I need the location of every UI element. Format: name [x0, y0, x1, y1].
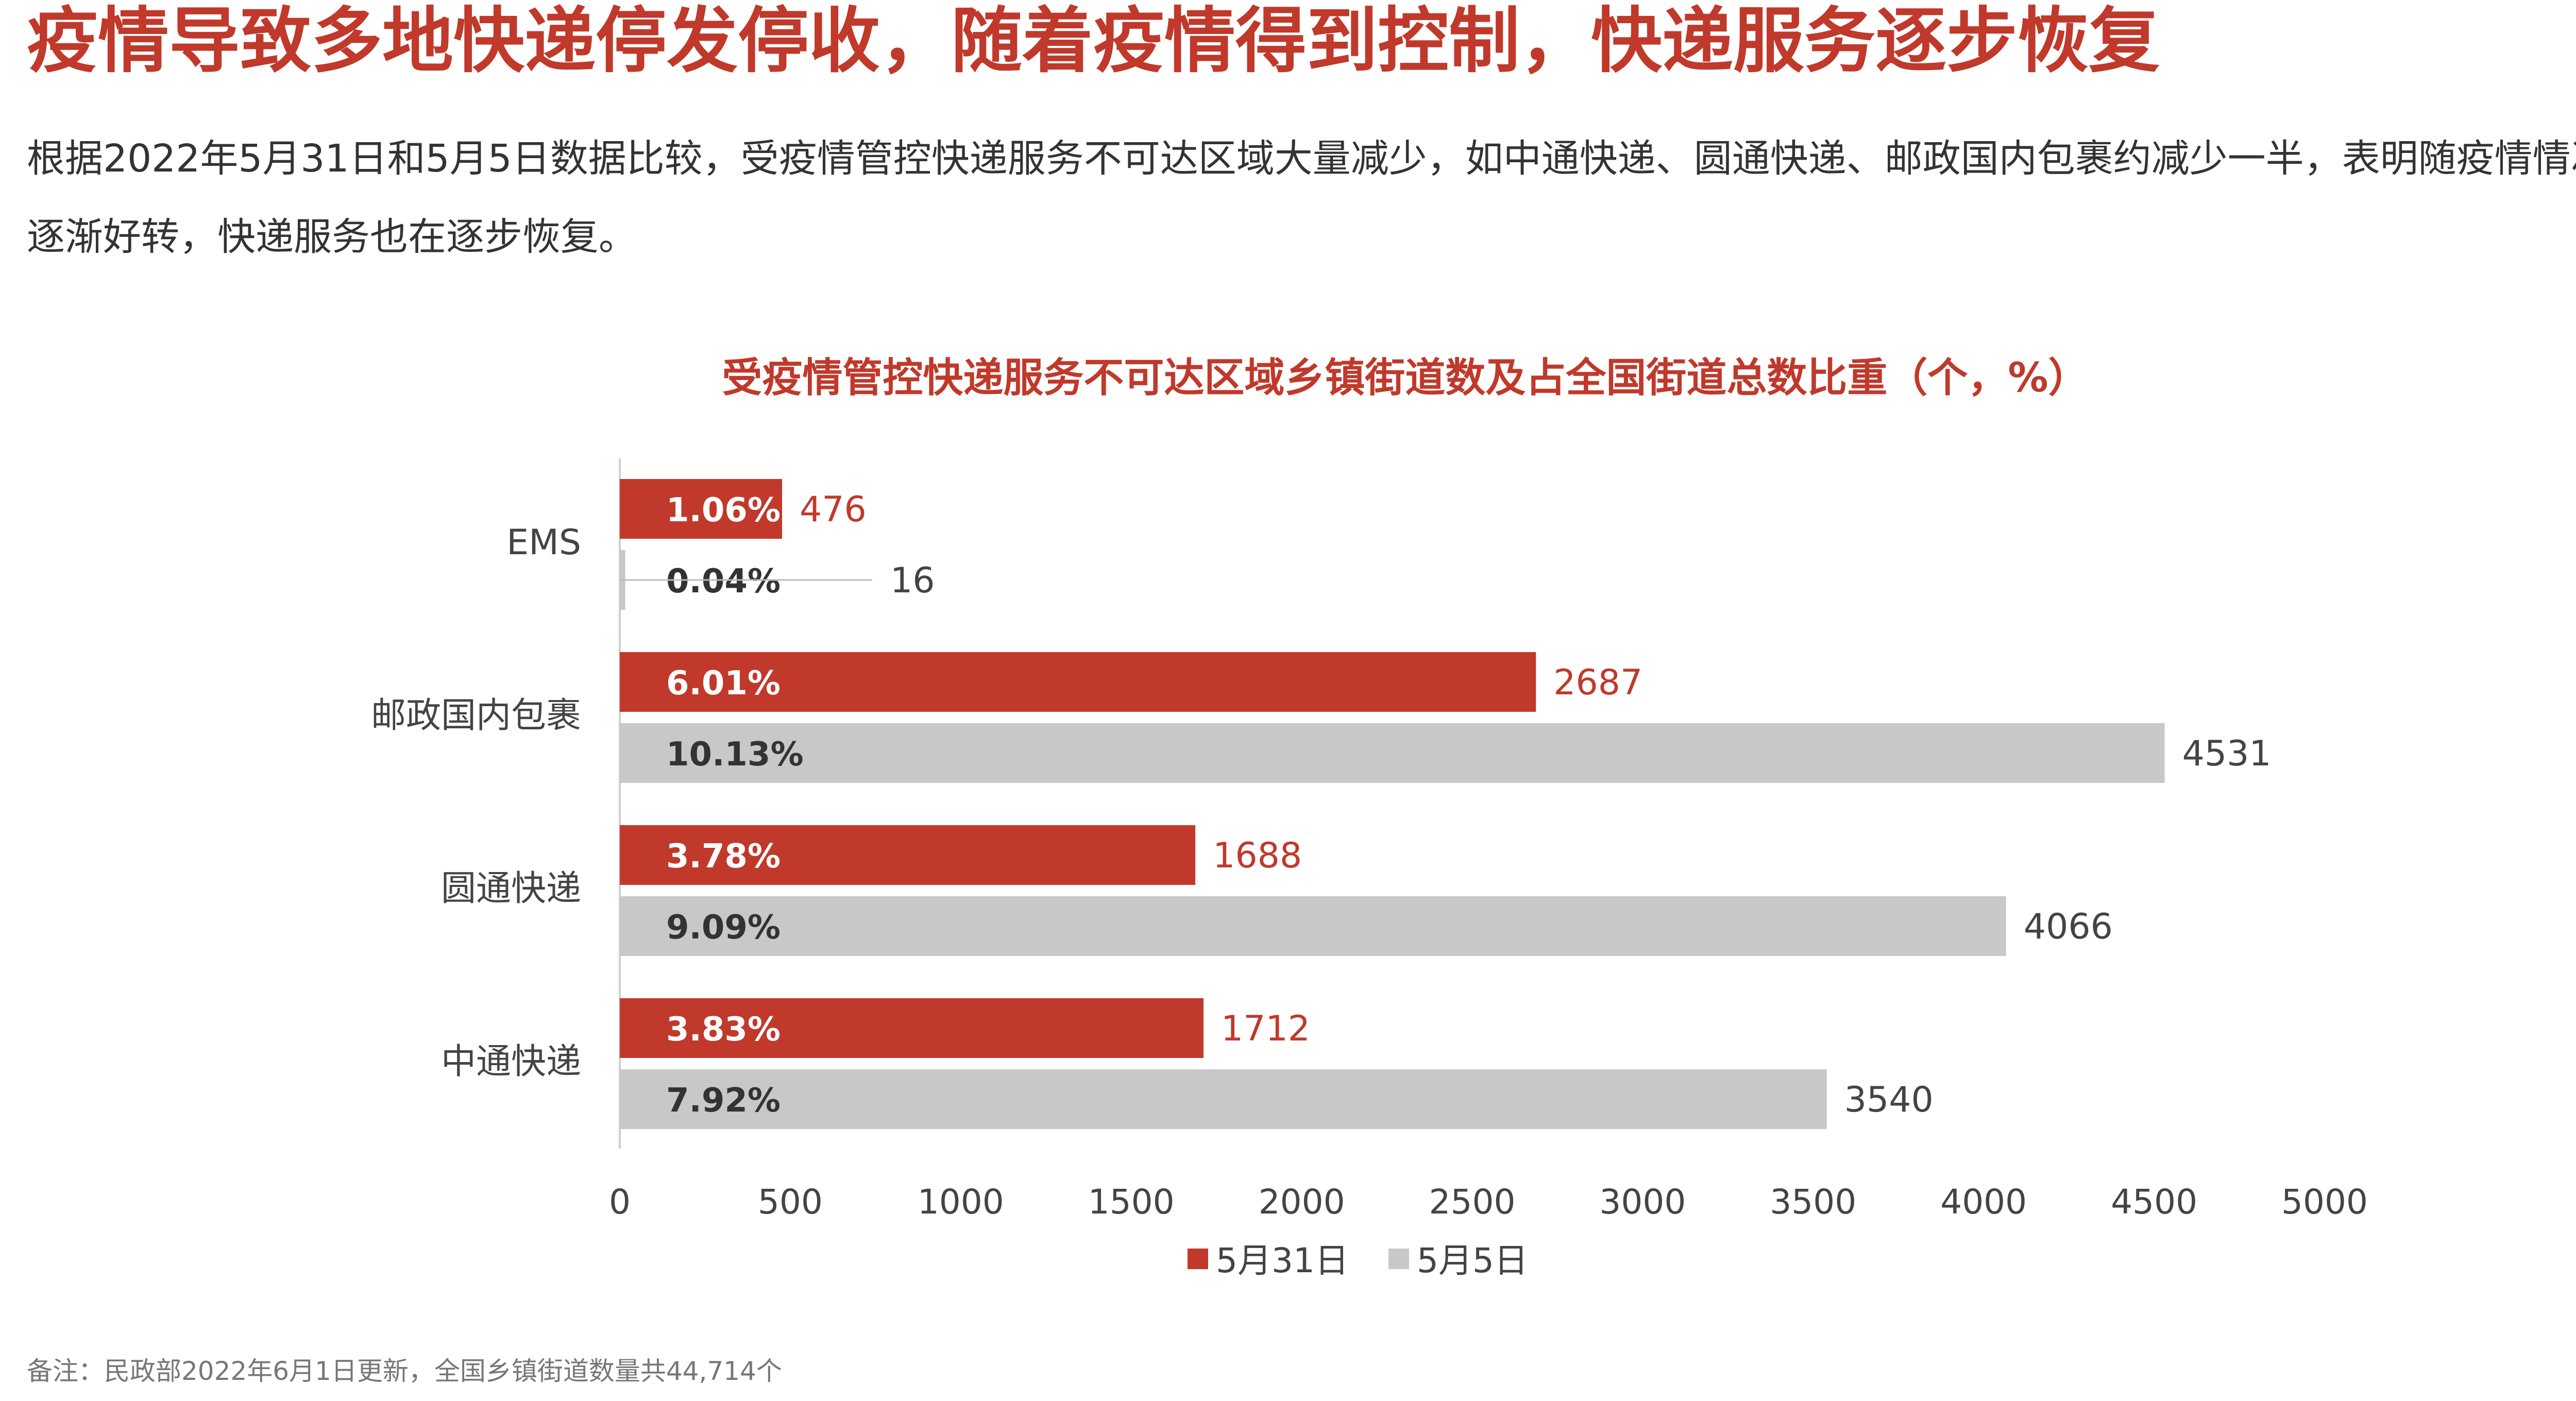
bar [620, 998, 1204, 1058]
legend-label: 5月5日 [1417, 1241, 1528, 1280]
x-tick-label: 1000 [918, 1182, 1004, 1222]
bar-percent-label: 6.01% [666, 664, 781, 703]
page-headline: 疫情导致多地快递停发停收，随着疫情得到控制，快递服务逐步恢复 [27, 0, 2160, 82]
legend-swatch [1388, 1249, 1409, 1269]
bar-percent-label: 3.78% [666, 838, 781, 876]
x-tick-label: 0 [609, 1182, 631, 1222]
bar-value-label: 3540 [1844, 1080, 1934, 1120]
bar-value-label: 1688 [1213, 835, 1302, 876]
x-tick-label: 3500 [1770, 1182, 1856, 1222]
bar [620, 723, 2165, 783]
x-tick-label: 2500 [1429, 1182, 1516, 1222]
x-tick-label: 500 [758, 1182, 823, 1222]
bar-value-label: 2687 [1553, 662, 1642, 703]
x-tick-label: 4500 [2111, 1182, 2197, 1222]
bar [620, 1069, 1827, 1129]
x-tick-label: 4000 [1940, 1182, 2027, 1222]
bar-percent-label: 10.13% [666, 736, 804, 774]
category-label: EMS [506, 522, 581, 563]
bar-value-label: 4531 [2182, 733, 2272, 774]
bar-value-label: 1712 [1221, 1009, 1310, 1049]
bar-percent-label: 3.83% [666, 1011, 781, 1049]
bar-chart: 受疫情管控快递服务不可达区域乡镇街道数及占全国街道总数比重（个，%） EMS 1.0… [371, 355, 2368, 1280]
bar [620, 825, 1196, 885]
x-tick-label: 2000 [1259, 1182, 1345, 1222]
bar [620, 896, 2006, 956]
bar [620, 652, 1536, 712]
bar-percent-label: 0.04% [666, 562, 781, 601]
chart-title: 受疫情管控快递服务不可达区域乡镇街道数及占全国街道总数比重（个，%） [722, 355, 2088, 401]
bar [620, 479, 783, 539]
x-tick-label: 3000 [1599, 1182, 1686, 1222]
bar-percent-label: 9.09% [666, 909, 781, 947]
footnote: 备注：民政部2022年6月1日更新，全国乡镇街道数量共44,714个 [27, 1356, 782, 1386]
bar-value-label: 4066 [2024, 907, 2113, 947]
bar-value-label: 476 [800, 489, 867, 530]
bar-percent-label: 7.92% [666, 1082, 781, 1120]
category-label: 圆通快递 [441, 868, 581, 909]
x-tick-label: 1500 [1088, 1182, 1175, 1222]
bar-percent-label: 1.06% [666, 491, 781, 529]
category-label: 邮政国内包裹 [371, 695, 581, 736]
bar-value-label: 16 [890, 560, 935, 601]
intro-paragraph: 根据2022年5月31日和5月5日数据比较，受疫情管控快递服务不可达区域大量减少… [27, 136, 2576, 259]
legend-label: 5月31日 [1216, 1241, 1349, 1280]
category-label: 中通快递 [441, 1041, 581, 1082]
x-tick-label: 5000 [2281, 1182, 2368, 1222]
legend-swatch [1188, 1249, 1208, 1269]
